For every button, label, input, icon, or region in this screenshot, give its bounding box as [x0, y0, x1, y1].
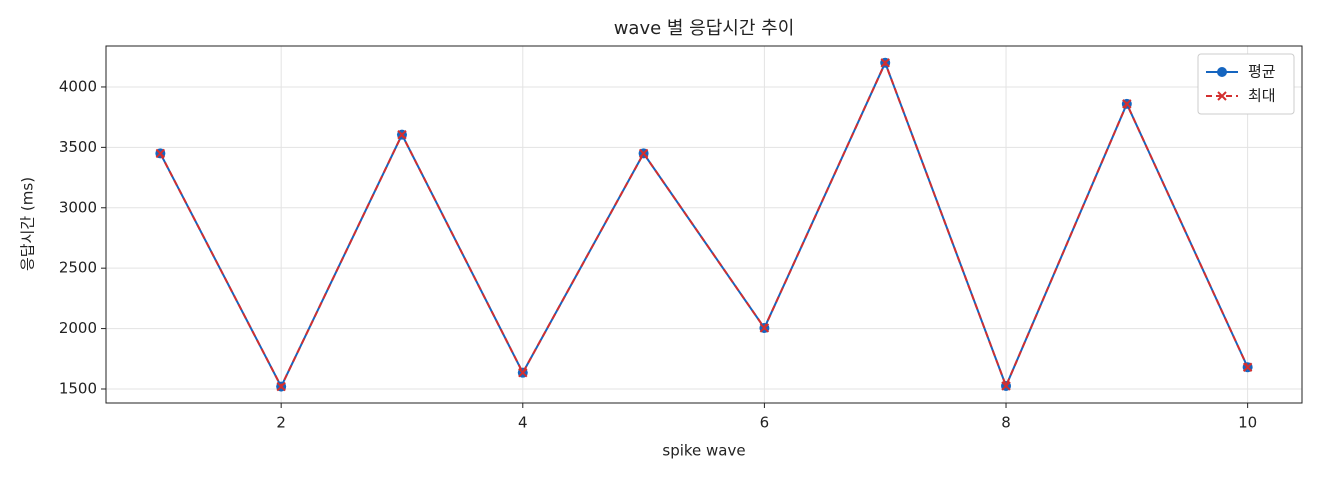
marker-x-stroke: [1242, 362, 1253, 372]
marker-x-stroke: [397, 129, 407, 140]
y-axis-label: 응답시간 (ms): [19, 177, 37, 271]
marker-x: [1001, 381, 1011, 391]
y-tick-label: 2000: [59, 319, 97, 337]
marker-x: [155, 148, 166, 159]
series-line: [159, 60, 1249, 389]
x-tick-label: 6: [760, 414, 770, 432]
x-axis-label: spike wave: [662, 442, 745, 460]
x-tick-label: 8: [1001, 414, 1011, 432]
marker-circle: [1217, 67, 1227, 77]
legend-label: 평균: [1248, 63, 1276, 81]
marker-x: [880, 58, 890, 68]
marker-x-stroke: [276, 381, 286, 392]
marker-x: [1122, 99, 1132, 109]
y-tick-label: 3500: [59, 138, 97, 156]
marker-x-stroke: [638, 148, 649, 159]
y-tick-label: 4000: [59, 77, 97, 95]
marker-x: [759, 323, 770, 333]
marker-x: [397, 129, 407, 140]
marker-x: [276, 381, 286, 392]
y-tick-label: 2500: [59, 259, 97, 277]
x-tick-label: 4: [518, 414, 528, 432]
marker-x-stroke: [880, 58, 890, 68]
legend-label: 최대: [1248, 87, 1276, 105]
legend-frame: [1197, 53, 1295, 115]
marker-x: [1242, 362, 1253, 372]
x-tick-label: 10: [1238, 414, 1257, 432]
marker-x-stroke: [518, 367, 528, 378]
series-line: [159, 60, 1249, 389]
marker-x: [1217, 91, 1227, 101]
marker-x-stroke: [1122, 99, 1132, 109]
y-tick-label: 3000: [59, 198, 97, 216]
plot-frame: [105, 45, 1303, 404]
marker-x-stroke: [1001, 381, 1011, 391]
marker-x-stroke: [759, 323, 770, 333]
marker-x-stroke: [1217, 91, 1227, 101]
marker-x-stroke: [155, 148, 166, 159]
chart-title: wave 별 응답시간 추이: [614, 18, 795, 39]
y-tick-label: 1500: [59, 379, 97, 397]
marker-x: [518, 367, 528, 378]
marker-x: [638, 148, 649, 159]
x-tick-label: 2: [276, 414, 286, 432]
